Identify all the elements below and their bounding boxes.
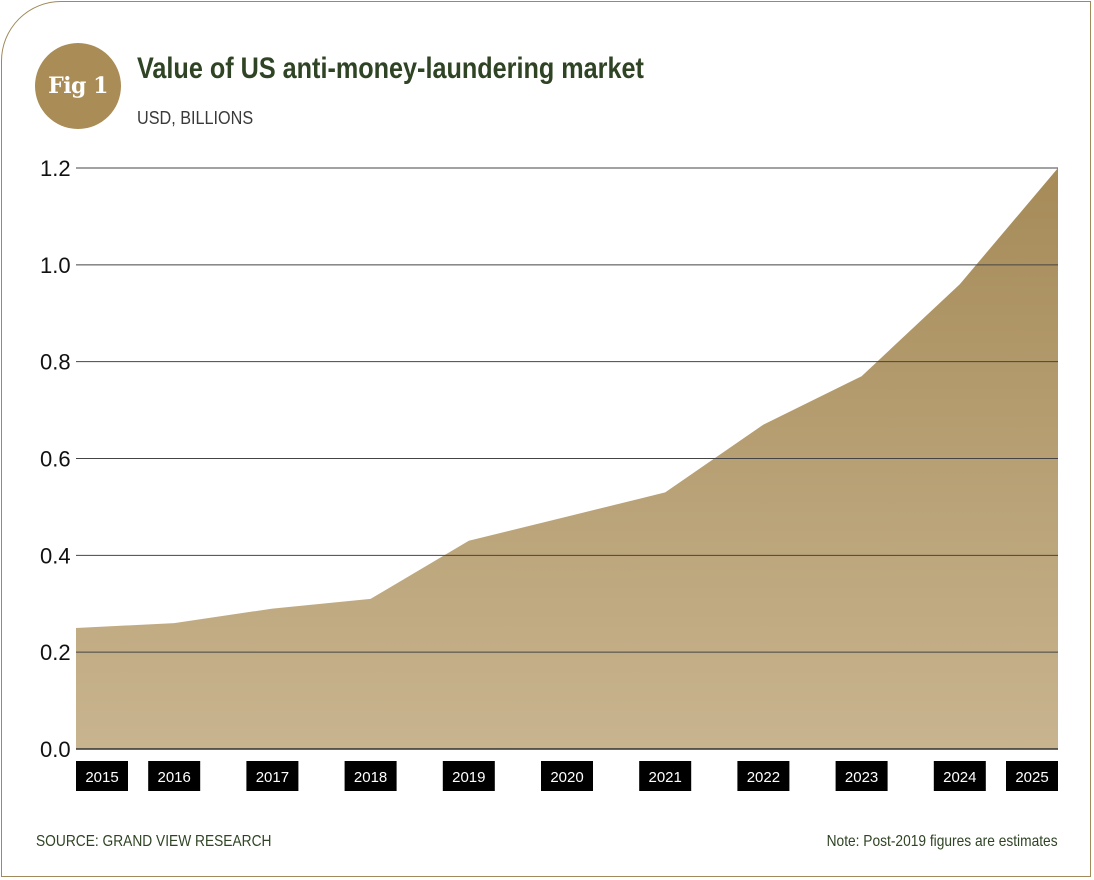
x-tick-2021: 2021 — [639, 761, 692, 791]
x-tick-box — [76, 761, 128, 791]
x-tick-box — [835, 761, 888, 791]
x-tick-label: 2020 — [550, 769, 583, 786]
x-tick-box — [148, 761, 201, 791]
x-tick-2019: 2019 — [442, 761, 495, 791]
x-tick-2024: 2024 — [933, 761, 986, 791]
x-tick-2025: 2025 — [1006, 761, 1058, 791]
source-note: SOURCE: GRAND VIEW RESEARCH — [36, 833, 272, 850]
x-tick-label: 2023 — [845, 769, 878, 786]
y-tick-label: 1.0 — [40, 253, 71, 278]
x-tick-2016: 2016 — [148, 761, 201, 791]
chart-subtitle: USD, BILLIONS — [137, 108, 254, 128]
x-tick-2015: 2015 — [76, 761, 128, 791]
y-tick-label: 0.8 — [40, 350, 71, 375]
y-tick-label: 0.4 — [40, 543, 71, 568]
x-tick-box — [737, 761, 790, 791]
x-tick-box — [246, 761, 299, 791]
area-series — [76, 168, 1058, 749]
y-tick-label: 0.0 — [40, 737, 71, 762]
x-tick-2020: 2020 — [541, 761, 593, 791]
x-tick-box — [1006, 761, 1058, 791]
x-tick-label: 2019 — [452, 769, 485, 786]
x-tick-box — [541, 761, 593, 791]
x-tick-label: 2017 — [256, 769, 289, 786]
x-tick-label: 2021 — [649, 769, 682, 786]
x-tick-label: 2025 — [1015, 769, 1048, 786]
figure-badge: Fig 1 — [35, 43, 121, 129]
x-tick-2022: 2022 — [737, 761, 790, 791]
x-tick-label: 2016 — [158, 769, 191, 786]
x-tick-2018: 2018 — [344, 761, 397, 791]
x-tick-2023: 2023 — [835, 761, 888, 791]
x-tick-box — [933, 761, 986, 791]
x-tick-label: 2024 — [943, 769, 976, 786]
x-tick-label: 2015 — [85, 769, 118, 786]
x-tick-box — [442, 761, 495, 791]
x-tick-2017: 2017 — [246, 761, 299, 791]
y-tick-label: 1.2 — [40, 156, 71, 181]
x-tick-box — [639, 761, 692, 791]
y-tick-label: 0.2 — [40, 640, 71, 665]
estimates-note: Note: Post-2019 figures are estimates — [827, 833, 1058, 850]
x-tick-box — [344, 761, 397, 791]
x-tick-label: 2022 — [747, 769, 780, 786]
y-tick-label: 0.6 — [40, 447, 71, 472]
x-tick-label: 2018 — [354, 769, 387, 786]
chart-title: Value of US anti-money-laundering market — [137, 52, 644, 85]
